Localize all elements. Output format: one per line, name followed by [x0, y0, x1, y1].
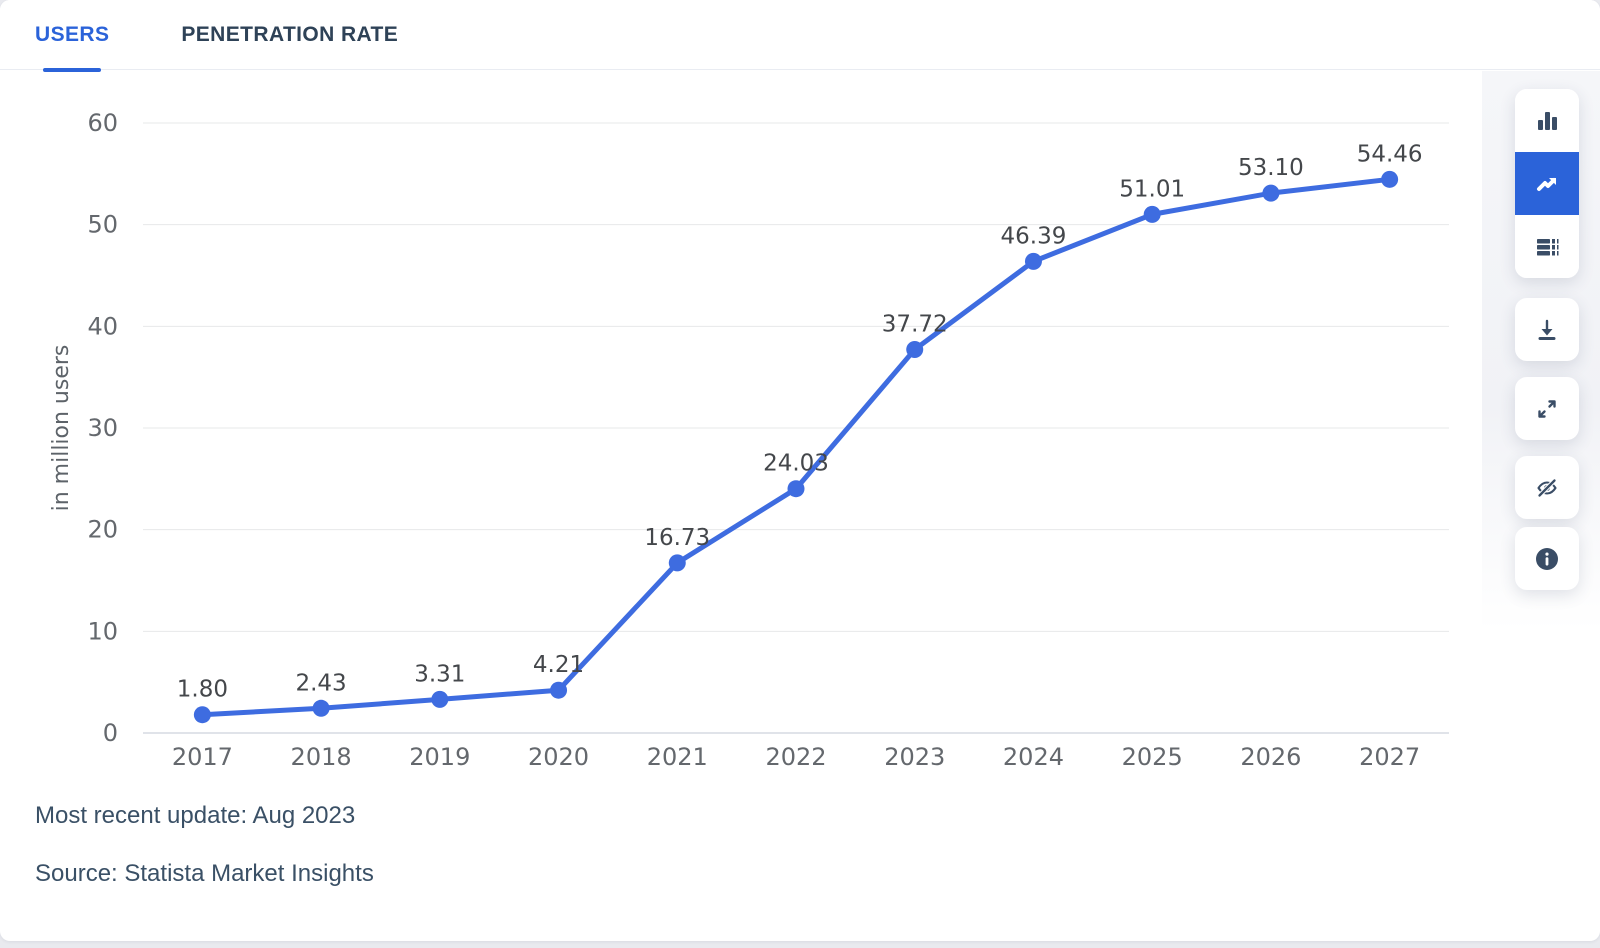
- line-chart-icon: [1537, 177, 1556, 191]
- data-point-label: 37.72: [882, 312, 948, 338]
- users-line-chart[interactable]: 0 10 20 30 40 50 60 2017 2018 2019 2020 2021 2022 202…: [0, 70, 1600, 780]
- x-tick-label: 2024: [1003, 743, 1064, 771]
- data-point-label: 54.46: [1357, 141, 1423, 167]
- y-tick-label: 0: [103, 719, 118, 747]
- fullscreen-button[interactable]: [1515, 377, 1579, 440]
- table-icon: [1537, 238, 1559, 255]
- labels-hidden-eye-off-icon: [1537, 478, 1557, 497]
- data-point[interactable]: [1262, 184, 1280, 202]
- data-point[interactable]: [431, 690, 449, 708]
- chart-type-switcher: [1515, 89, 1579, 278]
- tab-bar: USERS PENETRATION RATE: [0, 0, 1600, 72]
- data-point-label: 46.39: [1001, 223, 1067, 249]
- data-point-label: 16.73: [644, 525, 710, 551]
- x-tick-label: 2020: [528, 743, 589, 771]
- data-point-label: 4.21: [533, 652, 584, 678]
- tab-penetration-rate-label: PENETRATION RATE: [181, 22, 399, 46]
- tab-penetration-rate[interactable]: PENETRATION RATE: [181, 0, 398, 70]
- data-point-label: 1.80: [177, 677, 228, 703]
- last-update-text: Most recent update: Aug 2023: [35, 802, 356, 829]
- x-tick-label: 2023: [884, 743, 945, 771]
- download-icon: [1538, 319, 1556, 340]
- data-point-label: 53.10: [1238, 155, 1304, 181]
- info-icon: [1536, 547, 1558, 570]
- data-point[interactable]: [1143, 205, 1161, 223]
- data-point[interactable]: [668, 554, 686, 572]
- x-tick-label: 2025: [1122, 743, 1183, 771]
- tab-users[interactable]: USERS: [35, 0, 110, 72]
- y-tick-label: 20: [87, 516, 118, 544]
- x-tick-label: 2018: [291, 743, 352, 771]
- tab-users-label: USERS: [35, 22, 110, 46]
- x-tick-label: 2021: [647, 743, 708, 771]
- line-chart-button[interactable]: [1515, 152, 1579, 215]
- data-point-label: 3.31: [414, 661, 465, 687]
- bar-chart-button[interactable]: [1515, 89, 1579, 152]
- x-tick-label: 2017: [172, 743, 233, 771]
- chart-area: 0 10 20 30 40 50 60 2017 2018 2019 2020 2021 2022 202…: [0, 70, 1600, 780]
- bar-chart-icon: [1538, 111, 1557, 130]
- data-point[interactable]: [906, 341, 924, 359]
- series-line: [199, 176, 1393, 718]
- toggle-labels-button[interactable]: [1515, 456, 1579, 519]
- y-tick-label: 50: [87, 211, 118, 239]
- x-tick-label: 2026: [1240, 743, 1301, 771]
- data-point[interactable]: [193, 706, 211, 724]
- info-button[interactable]: [1515, 527, 1579, 590]
- table-button[interactable]: [1515, 215, 1579, 278]
- data-point[interactable]: [787, 480, 805, 498]
- source-text: Source: Statista Market Insights: [35, 860, 374, 887]
- y-tick-label: 10: [87, 617, 118, 645]
- data-point[interactable]: [1024, 252, 1042, 270]
- data-point-label: 2.43: [295, 670, 346, 696]
- data-point-label: 24.03: [763, 451, 829, 477]
- download-button[interactable]: [1515, 298, 1579, 361]
- data-point[interactable]: [1381, 170, 1399, 188]
- data-point-label: 51.01: [1119, 176, 1185, 202]
- data-point[interactable]: [550, 681, 568, 699]
- y-axis-title: in million users: [49, 345, 74, 512]
- y-tick-label: 30: [87, 414, 118, 442]
- x-tick-label: 2027: [1359, 743, 1420, 771]
- y-tick-label: 40: [87, 312, 118, 340]
- x-tick-label: 2019: [409, 743, 470, 771]
- x-tick-label: 2022: [765, 743, 826, 771]
- active-tab-underline: [43, 67, 102, 72]
- fullscreen-icon: [1538, 399, 1556, 418]
- data-point[interactable]: [312, 699, 330, 717]
- y-tick-label: 60: [87, 109, 118, 137]
